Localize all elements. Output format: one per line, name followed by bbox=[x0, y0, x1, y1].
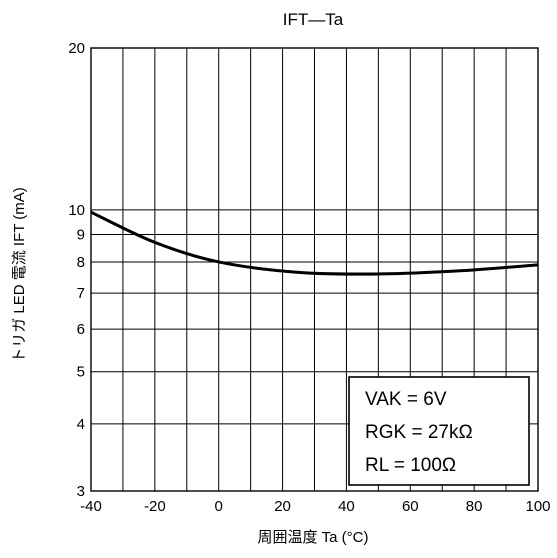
condition-rl: RL = 100Ω bbox=[365, 455, 456, 476]
x-tick-label: 60 bbox=[402, 498, 419, 515]
x-axis-label: 周囲温度 Ta (°C) bbox=[258, 529, 369, 546]
x-tick-label: 20 bbox=[274, 498, 291, 515]
y-tick-label: 5 bbox=[77, 364, 85, 381]
x-tick-label: -20 bbox=[144, 498, 166, 515]
x-tick-label: 100 bbox=[525, 498, 550, 515]
x-tick-label: -40 bbox=[80, 498, 102, 515]
y-tick-labels: 3 4 5 6 7 8 9 10 20 bbox=[68, 40, 85, 500]
y-tick-label: 7 bbox=[77, 285, 85, 302]
condition-rgk: RGK = 27kΩ bbox=[365, 422, 473, 443]
conditions-box bbox=[348, 376, 530, 486]
series-group bbox=[90, 210, 539, 276]
series-line-ift bbox=[90, 210, 539, 276]
condition-vak: VAK = 6V bbox=[365, 389, 447, 410]
chart-title: IFT—Ta bbox=[283, 10, 344, 29]
x-tick-label: 40 bbox=[338, 498, 355, 515]
y-tick-label: 10 bbox=[68, 202, 85, 219]
y-tick-label: 20 bbox=[68, 40, 85, 57]
x-tick-label: 80 bbox=[466, 498, 483, 515]
x-tick-label: 0 bbox=[215, 498, 223, 515]
y-axis-label: トリガ LED 電流 IFT (mA) bbox=[11, 187, 28, 363]
plot-frame bbox=[90, 47, 539, 492]
y-tick-label: 3 bbox=[77, 483, 85, 500]
y-tick-label: 4 bbox=[77, 416, 85, 433]
y-tick-label: 8 bbox=[77, 254, 85, 271]
y-tick-label: 6 bbox=[77, 321, 85, 338]
y-tick-label: 9 bbox=[77, 226, 85, 243]
x-tick-labels: -40 -20 0 20 40 60 80 100 bbox=[80, 498, 550, 515]
